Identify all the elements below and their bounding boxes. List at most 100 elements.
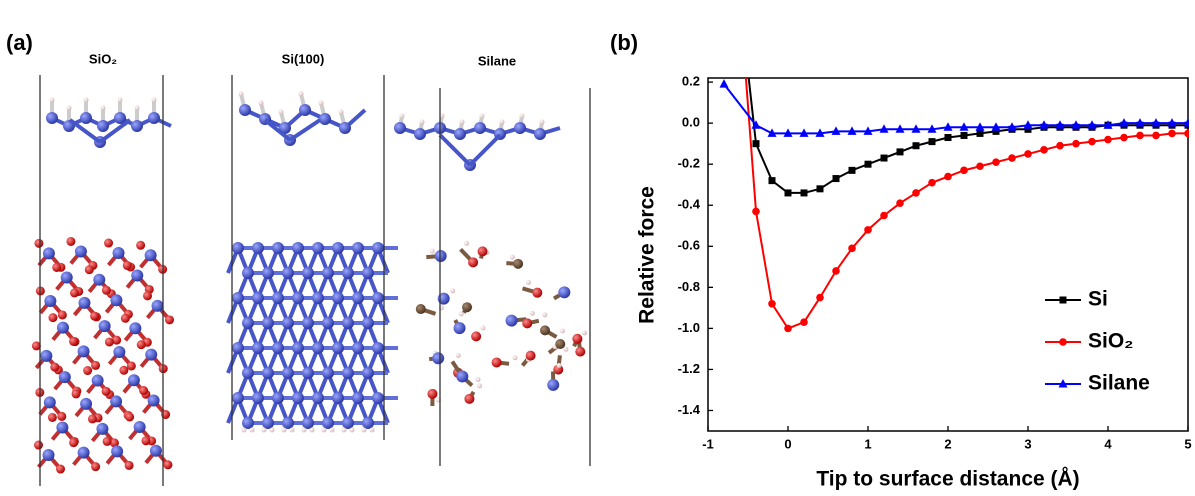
atom — [31, 341, 41, 351]
atom — [42, 247, 55, 260]
bond — [98, 118, 132, 144]
atom — [104, 337, 114, 347]
atom — [302, 317, 314, 329]
marker — [751, 120, 761, 129]
atom — [117, 97, 123, 103]
atom — [58, 371, 71, 384]
marker — [767, 128, 777, 137]
marker — [1119, 118, 1129, 127]
atom — [341, 427, 347, 433]
legend-label: SiO₂ — [1088, 330, 1134, 353]
atom — [329, 427, 335, 433]
atom — [362, 267, 374, 279]
atom — [49, 97, 55, 103]
marker — [928, 178, 936, 187]
atom — [292, 242, 304, 254]
atom — [453, 322, 466, 335]
atom — [272, 242, 284, 254]
atom — [90, 311, 100, 321]
atom — [272, 292, 284, 304]
marker — [992, 127, 1000, 135]
atom — [56, 464, 66, 474]
atom — [57, 411, 67, 421]
atom — [362, 417, 374, 429]
atom — [69, 288, 79, 298]
atom — [477, 383, 483, 389]
marker — [848, 244, 856, 253]
atom — [52, 262, 62, 272]
marker — [960, 166, 968, 175]
atom — [113, 345, 126, 358]
atom — [362, 317, 374, 329]
atom — [112, 335, 122, 345]
marker — [879, 124, 889, 133]
x-tick-label: 0 — [784, 436, 791, 451]
atom — [540, 325, 551, 336]
marker — [1007, 122, 1017, 131]
atom — [454, 128, 466, 140]
atom — [556, 362, 562, 368]
marker — [752, 140, 760, 148]
atom — [249, 427, 255, 433]
atom — [48, 313, 58, 323]
atom — [512, 355, 518, 361]
atom — [342, 267, 354, 279]
marker — [783, 128, 793, 137]
atom — [362, 367, 374, 379]
marker — [912, 142, 920, 150]
atom — [110, 294, 123, 307]
atom — [372, 392, 384, 404]
marker — [1136, 131, 1144, 140]
atom — [232, 242, 244, 254]
atom — [292, 292, 304, 304]
marker — [816, 185, 824, 193]
atom — [361, 427, 367, 433]
atom — [352, 342, 364, 354]
atom — [47, 412, 57, 422]
atom — [80, 112, 92, 124]
atom — [239, 104, 251, 116]
atom — [56, 321, 69, 334]
atom — [342, 317, 354, 329]
atom — [513, 258, 524, 269]
atom — [282, 317, 294, 329]
atom — [101, 386, 111, 396]
atom — [238, 91, 244, 97]
atom — [141, 436, 151, 446]
y-tick-label: -1.0 — [678, 320, 700, 335]
atom — [139, 386, 149, 396]
atom — [34, 440, 44, 450]
atom — [101, 285, 111, 295]
atom — [258, 100, 264, 106]
atom — [252, 342, 264, 354]
x-tick-label: 4 — [1104, 436, 1112, 451]
atom — [102, 436, 112, 446]
atom — [91, 374, 104, 387]
atom — [352, 242, 364, 254]
atom — [312, 292, 324, 304]
atom — [429, 248, 435, 254]
structure-label: Silane — [478, 53, 516, 68]
marker — [864, 226, 872, 234]
legend-marker — [1059, 296, 1067, 304]
atom — [399, 113, 405, 119]
marker — [768, 299, 776, 308]
marker — [784, 189, 792, 197]
legend-label: Silane — [1088, 372, 1150, 395]
atom — [46, 112, 58, 124]
atom — [559, 328, 565, 334]
structure-label: Si(100) — [282, 51, 325, 66]
atom — [262, 367, 274, 379]
atom — [84, 265, 94, 275]
marker — [880, 154, 888, 162]
atom — [292, 342, 304, 354]
atom — [126, 361, 136, 371]
atom — [342, 367, 354, 379]
atom — [261, 427, 267, 433]
atom — [242, 417, 254, 429]
atom — [299, 104, 311, 116]
atom — [98, 320, 111, 333]
marker — [736, 0, 744, 4]
atom — [69, 336, 79, 346]
marker — [991, 122, 1001, 131]
